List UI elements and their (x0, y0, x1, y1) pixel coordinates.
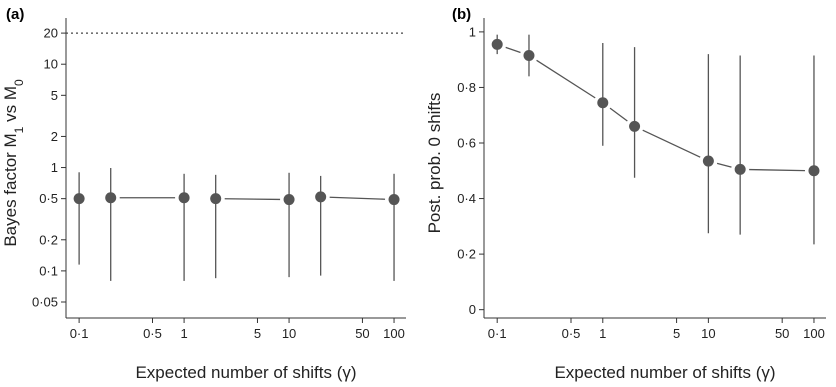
x-tick-label: 100 (383, 326, 405, 341)
x-tick-label: 0·1 (70, 326, 89, 341)
data-point (178, 192, 190, 204)
series-segment (749, 168, 805, 172)
y-tick-label: 0·05 (32, 294, 58, 309)
y-tick-label: 1 (51, 160, 58, 175)
x-tick-label: 100 (803, 326, 825, 341)
data-point (283, 194, 295, 206)
series-segment (716, 162, 732, 168)
y-tick-label: 0·2 (39, 232, 58, 247)
x-tick-label: 0·1 (488, 326, 507, 341)
data-point (105, 192, 117, 204)
x-tick-label: 1 (180, 326, 187, 341)
x-tick-label: 5 (254, 326, 261, 341)
y-tick-label: 10 (44, 57, 58, 72)
x-tick-label: 0·5 (562, 326, 581, 341)
y-axis-title-subscript: 0 (12, 79, 26, 86)
panel-label: (b) (452, 6, 471, 23)
x-tick-label: 50 (775, 326, 789, 341)
series-segment (224, 198, 281, 201)
y-tick-label: 0·2 (457, 247, 476, 262)
series-segment (329, 196, 386, 200)
y-tick-label: 0·8 (457, 80, 476, 95)
y-tick-label: 20 (44, 26, 58, 41)
y-axis-title-part: Bayes factor M (1, 133, 20, 246)
data-point (491, 38, 503, 50)
series-segment (642, 129, 701, 158)
data-point (629, 120, 641, 132)
data-point (210, 193, 222, 205)
x-axis-title: Expected number of shifts (γ) (554, 363, 775, 382)
y-axis-title: Post. prob. 0 shifts (425, 93, 444, 234)
y-tick-label: 0·4 (457, 191, 476, 206)
y-tick-label: 2 (51, 129, 58, 144)
x-axis-title: Expected number of shifts (γ) (135, 363, 356, 382)
x-tick-label: 10 (701, 326, 715, 341)
y-tick-label: 5 (51, 88, 58, 103)
data-point (523, 50, 535, 61)
y-tick-label: 0·1 (39, 263, 58, 278)
data-point (702, 155, 714, 167)
x-tick-label: 0·5 (143, 326, 162, 341)
data-point (734, 163, 746, 175)
data-point (808, 165, 820, 177)
y-tick-label: 1 (469, 24, 476, 39)
panel-label: (a) (6, 6, 24, 23)
y-axis-title-subscript: 1 (12, 126, 26, 133)
data-point (597, 97, 609, 109)
series-segment (609, 107, 628, 122)
y-tick-label: 0·5 (39, 191, 58, 206)
x-tick-label: 5 (673, 326, 680, 341)
x-tick-label: 10 (282, 326, 296, 341)
data-point (315, 191, 327, 203)
panel-b: (b) 0 0·2 0·4 0·6 0·8 1 0·1 0·5 1 5 10 50 100 Expected… (425, 6, 826, 382)
y-tick-label: 0·6 (457, 136, 476, 151)
series-segment (505, 46, 521, 54)
x-tick-label: 50 (355, 326, 369, 341)
x-tick-label: 1 (599, 326, 606, 341)
y-tick-label: 0 (469, 302, 476, 317)
data-point (73, 193, 85, 205)
data-point (388, 194, 400, 206)
series-segment (536, 59, 596, 99)
y-axis-title-part: vs M (1, 86, 20, 127)
y-axis-title: Bayes factor M1 vs M0 (1, 79, 26, 247)
